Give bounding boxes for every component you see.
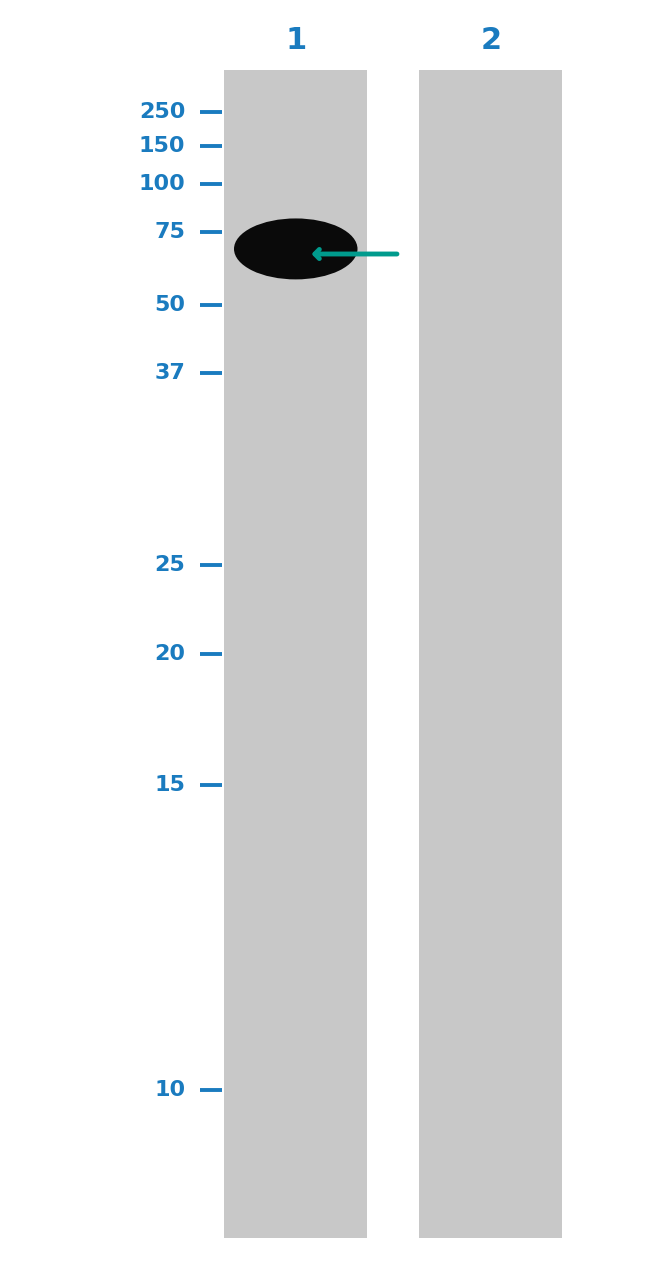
Ellipse shape	[246, 225, 345, 273]
Ellipse shape	[234, 218, 358, 279]
Ellipse shape	[237, 220, 355, 278]
Text: 1: 1	[285, 27, 306, 55]
Text: 75: 75	[154, 222, 185, 243]
Text: 50: 50	[154, 295, 185, 315]
Text: 15: 15	[154, 775, 185, 795]
Ellipse shape	[252, 227, 340, 271]
Text: 10: 10	[154, 1080, 185, 1100]
Ellipse shape	[244, 224, 348, 274]
Ellipse shape	[249, 226, 343, 272]
Text: 25: 25	[155, 555, 185, 575]
Text: 37: 37	[154, 363, 185, 384]
Ellipse shape	[239, 221, 352, 277]
Text: 100: 100	[138, 174, 185, 194]
Text: 2: 2	[480, 27, 501, 55]
Text: 20: 20	[154, 644, 185, 664]
Bar	[224, 70, 367, 1238]
Text: 150: 150	[138, 136, 185, 156]
Ellipse shape	[241, 222, 350, 276]
Text: 250: 250	[139, 102, 185, 122]
Bar	[419, 70, 562, 1238]
